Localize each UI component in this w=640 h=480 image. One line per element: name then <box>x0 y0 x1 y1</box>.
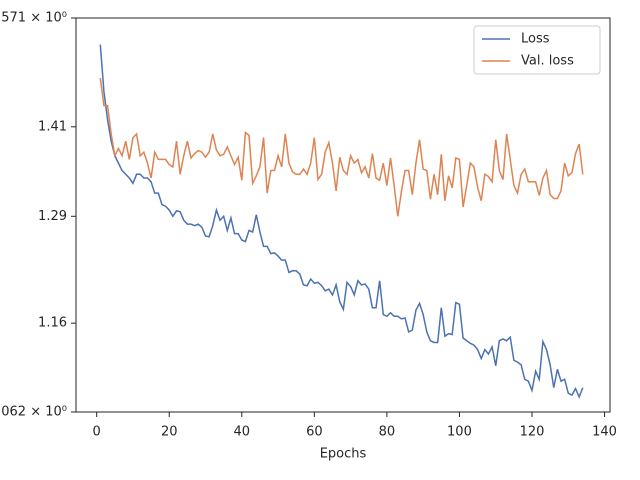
x-tick-label: 80 <box>379 425 396 440</box>
y-tick-label: 1.29 <box>38 209 67 224</box>
x-tick-label: 140 <box>592 425 617 440</box>
y-tick-label: 1.16 <box>38 316 67 331</box>
x-tick-label: 120 <box>520 425 545 440</box>
x-tick-label: 60 <box>306 425 323 440</box>
series-line <box>99 77 584 217</box>
x-tick-label: 100 <box>447 425 472 440</box>
legend-label: Val. loss <box>521 54 574 69</box>
x-tick-label: 20 <box>161 425 178 440</box>
plot-frame <box>75 17 611 413</box>
legend-label: Loss <box>521 32 550 47</box>
x-tick-label: 40 <box>234 425 251 440</box>
y-tick-label: 1.571 × 10⁰ <box>0 11 67 26</box>
y-tick-label: 1.41 <box>38 119 67 134</box>
x-tick-label: 0 <box>93 425 101 440</box>
series-line <box>99 44 584 399</box>
y-tick-label: 1.062 × 10⁰ <box>0 405 67 420</box>
legend: Loss Val. loss <box>473 25 601 75</box>
legend-box <box>473 25 601 75</box>
x-axis-label: Epochs <box>320 447 367 462</box>
